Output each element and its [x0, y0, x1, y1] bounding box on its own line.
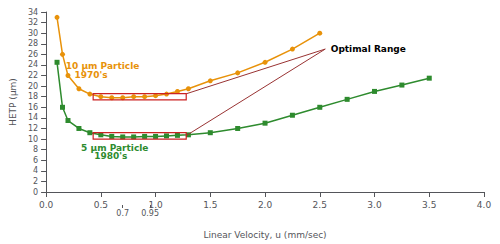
svg-text:22: 22: [28, 71, 38, 80]
svg-text:4.0: 4.0: [477, 200, 492, 210]
svg-text:34: 34: [28, 8, 38, 17]
svg-text:24: 24: [28, 60, 38, 69]
svg-text:6: 6: [33, 156, 38, 165]
svg-text:32: 32: [28, 18, 38, 27]
svg-text:3.0: 3.0: [367, 200, 382, 210]
svg-text:0: 0: [33, 188, 38, 197]
svg-text:1.0: 1.0: [148, 199, 163, 210]
svg-text:10: 10: [28, 135, 38, 144]
svg-text:8: 8: [33, 145, 38, 154]
svg-text:1980's: 1980's: [94, 151, 127, 161]
svg-text:30: 30: [28, 29, 38, 38]
svg-text:10 µm Particle: 10 µm Particle: [65, 61, 140, 71]
svg-text:12: 12: [28, 124, 38, 133]
svg-text:1.5: 1.5: [203, 200, 217, 210]
svg-text:2.5: 2.5: [313, 200, 327, 210]
svg-text:20: 20: [28, 82, 38, 91]
svg-text:1970's: 1970's: [75, 70, 108, 80]
svg-text:0.5: 0.5: [94, 200, 108, 210]
svg-text:0.0: 0.0: [39, 200, 54, 210]
svg-text:5 µm Particle: 5 µm Particle: [81, 143, 149, 154]
svg-text:26: 26: [28, 50, 38, 59]
svg-text:HETP (µm): HETP (µm): [8, 78, 18, 126]
svg-text:0.7: 0.7: [116, 209, 129, 218]
svg-text:14: 14: [28, 113, 38, 122]
svg-text:2: 2: [33, 177, 38, 186]
svg-text:28: 28: [28, 39, 38, 48]
svg-text:2.0: 2.0: [258, 200, 273, 210]
svg-text:18: 18: [28, 92, 38, 101]
svg-text:4: 4: [33, 166, 38, 175]
svg-text:3.5: 3.5: [422, 200, 436, 210]
svg-text:16: 16: [28, 103, 38, 112]
svg-text:Linear Velocity, u (mm/sec): Linear Velocity, u (mm/sec): [203, 230, 326, 240]
svg-text:0.95: 0.95: [141, 209, 159, 218]
svg-text:Optimal Range: Optimal Range: [331, 44, 406, 54]
